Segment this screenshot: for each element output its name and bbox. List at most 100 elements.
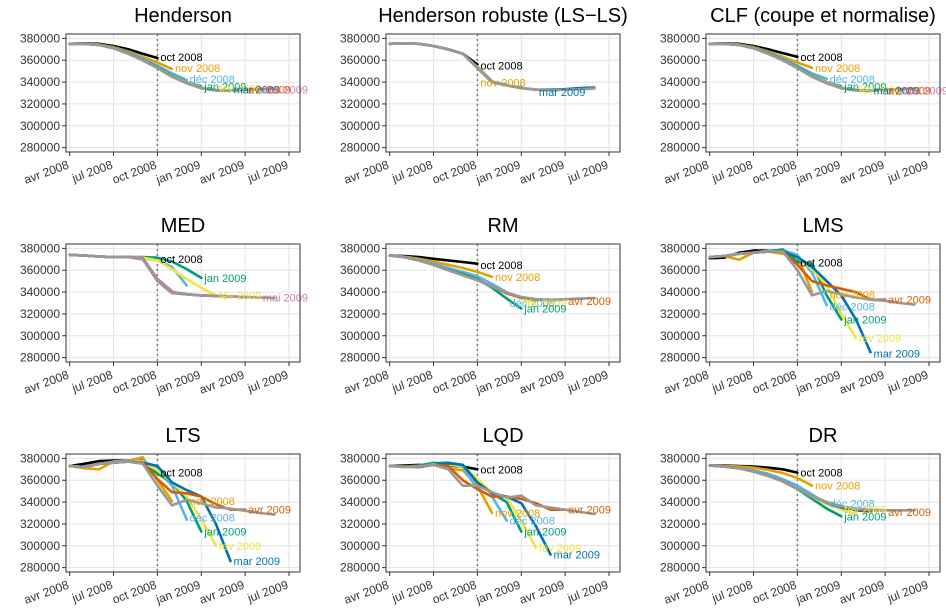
series-label: fév 2009 xyxy=(844,505,886,517)
tick-label-y: 280000 xyxy=(20,141,60,155)
panel-6: LMS 380000 360000 340000 320000 300000 280000 a… xyxy=(660,215,941,397)
series-label: avr 2009 xyxy=(888,507,931,519)
series-label: déc 2008 xyxy=(830,301,875,313)
series-label: mar 2009 xyxy=(234,556,280,568)
series-label: oct 2008 xyxy=(800,52,842,64)
tick-label-x: avr 2008 xyxy=(662,578,711,607)
tick-label-y: 300000 xyxy=(340,539,380,553)
tick-label-x: avr 2009 xyxy=(518,368,567,397)
tick-label-y: 380000 xyxy=(660,451,700,465)
tick-label-y: 340000 xyxy=(20,285,60,299)
panel-8: LQD 380000 360000 340000 320000 300000 280000 a… xyxy=(340,425,621,607)
tick-label-x: avr 2009 xyxy=(838,578,887,607)
tick-label-y: 320000 xyxy=(340,97,380,111)
tick-label-y: 300000 xyxy=(340,119,380,133)
plot-background xyxy=(66,34,300,152)
series-label: mar 2009 xyxy=(539,87,585,99)
tick-label-x: jul 2009 xyxy=(565,368,611,396)
series-label: jan 2009 xyxy=(843,314,886,326)
panel-title: Henderson robuste (LS−LS) xyxy=(378,5,628,27)
series-label: nov 2008 xyxy=(830,289,875,301)
series-label: mai 2009 xyxy=(903,85,946,97)
tick-label-y: 280000 xyxy=(660,561,700,575)
panel-3: CLF (coupe et normalise) 380000 360000 3400… xyxy=(660,5,946,187)
series-label: fév 2009 xyxy=(524,298,566,310)
panel-7: LTS 380000 360000 340000 320000 300000 280000 a… xyxy=(20,425,301,607)
tick-label-x: jul 2008 xyxy=(709,578,755,606)
tick-label-x: oct 2008 xyxy=(110,368,158,397)
panel-title: MED xyxy=(161,215,205,237)
plot-frame xyxy=(385,243,621,363)
tick-label-x: avr 2009 xyxy=(198,368,247,397)
series-label: jan 2009 xyxy=(523,527,566,539)
series-label: déc 2008 xyxy=(190,74,235,86)
series-label: mar 2009 xyxy=(874,348,920,360)
tick-label-y: 280000 xyxy=(340,141,380,155)
tick-label-y: 300000 xyxy=(20,119,60,133)
tick-label-y: 360000 xyxy=(20,473,60,487)
tick-label-y: 360000 xyxy=(660,263,700,277)
series-label: fév 2009 xyxy=(219,84,261,96)
tick-label-x: jul 2009 xyxy=(885,578,931,606)
tick-label-x: jul 2008 xyxy=(709,368,755,396)
tick-label-y: 380000 xyxy=(20,31,60,45)
series-line xyxy=(68,42,276,93)
tick-label-y: 340000 xyxy=(340,495,380,509)
plot-background xyxy=(706,34,940,152)
series-line xyxy=(388,463,596,516)
tick-label-x: jan 2009 xyxy=(473,578,522,607)
plot-background xyxy=(66,244,300,362)
series-line xyxy=(708,42,916,93)
tick-label-y: 280000 xyxy=(660,351,700,365)
tick-label-y: 340000 xyxy=(340,75,380,89)
series-label: jan 2009 xyxy=(843,81,886,93)
tick-label-y: 320000 xyxy=(660,97,700,111)
tick-label-x: jan 2009 xyxy=(793,368,842,397)
tick-label-x: oct 2008 xyxy=(110,158,158,187)
series-label: déc 2008 xyxy=(510,516,555,528)
tick-label-y: 320000 xyxy=(340,307,380,321)
series-label: jan 2009 xyxy=(203,81,246,93)
tick-label-x: oct 2008 xyxy=(750,158,798,187)
series-label: mar 2009 xyxy=(874,85,920,97)
series-label: oct 2008 xyxy=(480,61,522,73)
tick-label-x: oct 2008 xyxy=(110,578,158,607)
tick-label-x: avr 2008 xyxy=(662,368,711,397)
plot-frame xyxy=(65,453,301,573)
tick-label-y: 320000 xyxy=(20,307,60,321)
tick-label-x: jul 2009 xyxy=(565,578,611,606)
tick-label-y: 320000 xyxy=(660,307,700,321)
tick-label-y: 300000 xyxy=(660,539,700,553)
panel-title: LQD xyxy=(482,425,523,447)
series-label: oct 2008 xyxy=(160,254,202,266)
panel-title: DR xyxy=(809,425,838,447)
panel-1: Henderson 380000 360000 340000 320000 300000 2… xyxy=(20,5,308,187)
tick-label-y: 320000 xyxy=(20,97,60,111)
series-label: oct 2008 xyxy=(800,258,842,270)
tick-label-x: jul 2009 xyxy=(885,158,931,186)
tick-label-y: 380000 xyxy=(340,31,380,45)
tick-label-y: 340000 xyxy=(340,285,380,299)
plot-frame xyxy=(705,453,941,573)
tick-label-y: 320000 xyxy=(660,517,700,531)
tick-label-x: jul 2009 xyxy=(565,158,611,186)
series-label: nov 2008 xyxy=(190,496,235,508)
series-label: fév 2009 xyxy=(859,333,901,345)
tick-label-x: jul 2009 xyxy=(245,578,291,606)
tick-label-x: avr 2009 xyxy=(838,368,887,397)
series-label: fév 2009 xyxy=(859,85,901,97)
tick-label-x: jul 2008 xyxy=(709,158,755,186)
series-label: avr 2009 xyxy=(568,505,611,517)
tick-label-x: jul 2009 xyxy=(885,368,931,396)
series-label: avr 2009 xyxy=(888,85,931,97)
series-label: mai 2009 xyxy=(263,85,308,97)
tick-label-y: 300000 xyxy=(20,329,60,343)
series-line xyxy=(388,41,596,92)
tick-label-x: jul 2008 xyxy=(389,578,435,606)
tick-label-y: 360000 xyxy=(20,53,60,67)
series-label: déc 2008 xyxy=(510,298,555,310)
tick-label-x: oct 2008 xyxy=(750,368,798,397)
tick-label-y: 300000 xyxy=(340,329,380,343)
tick-label-x: avr 2009 xyxy=(518,578,567,607)
series-label: nov 2008 xyxy=(480,78,525,90)
